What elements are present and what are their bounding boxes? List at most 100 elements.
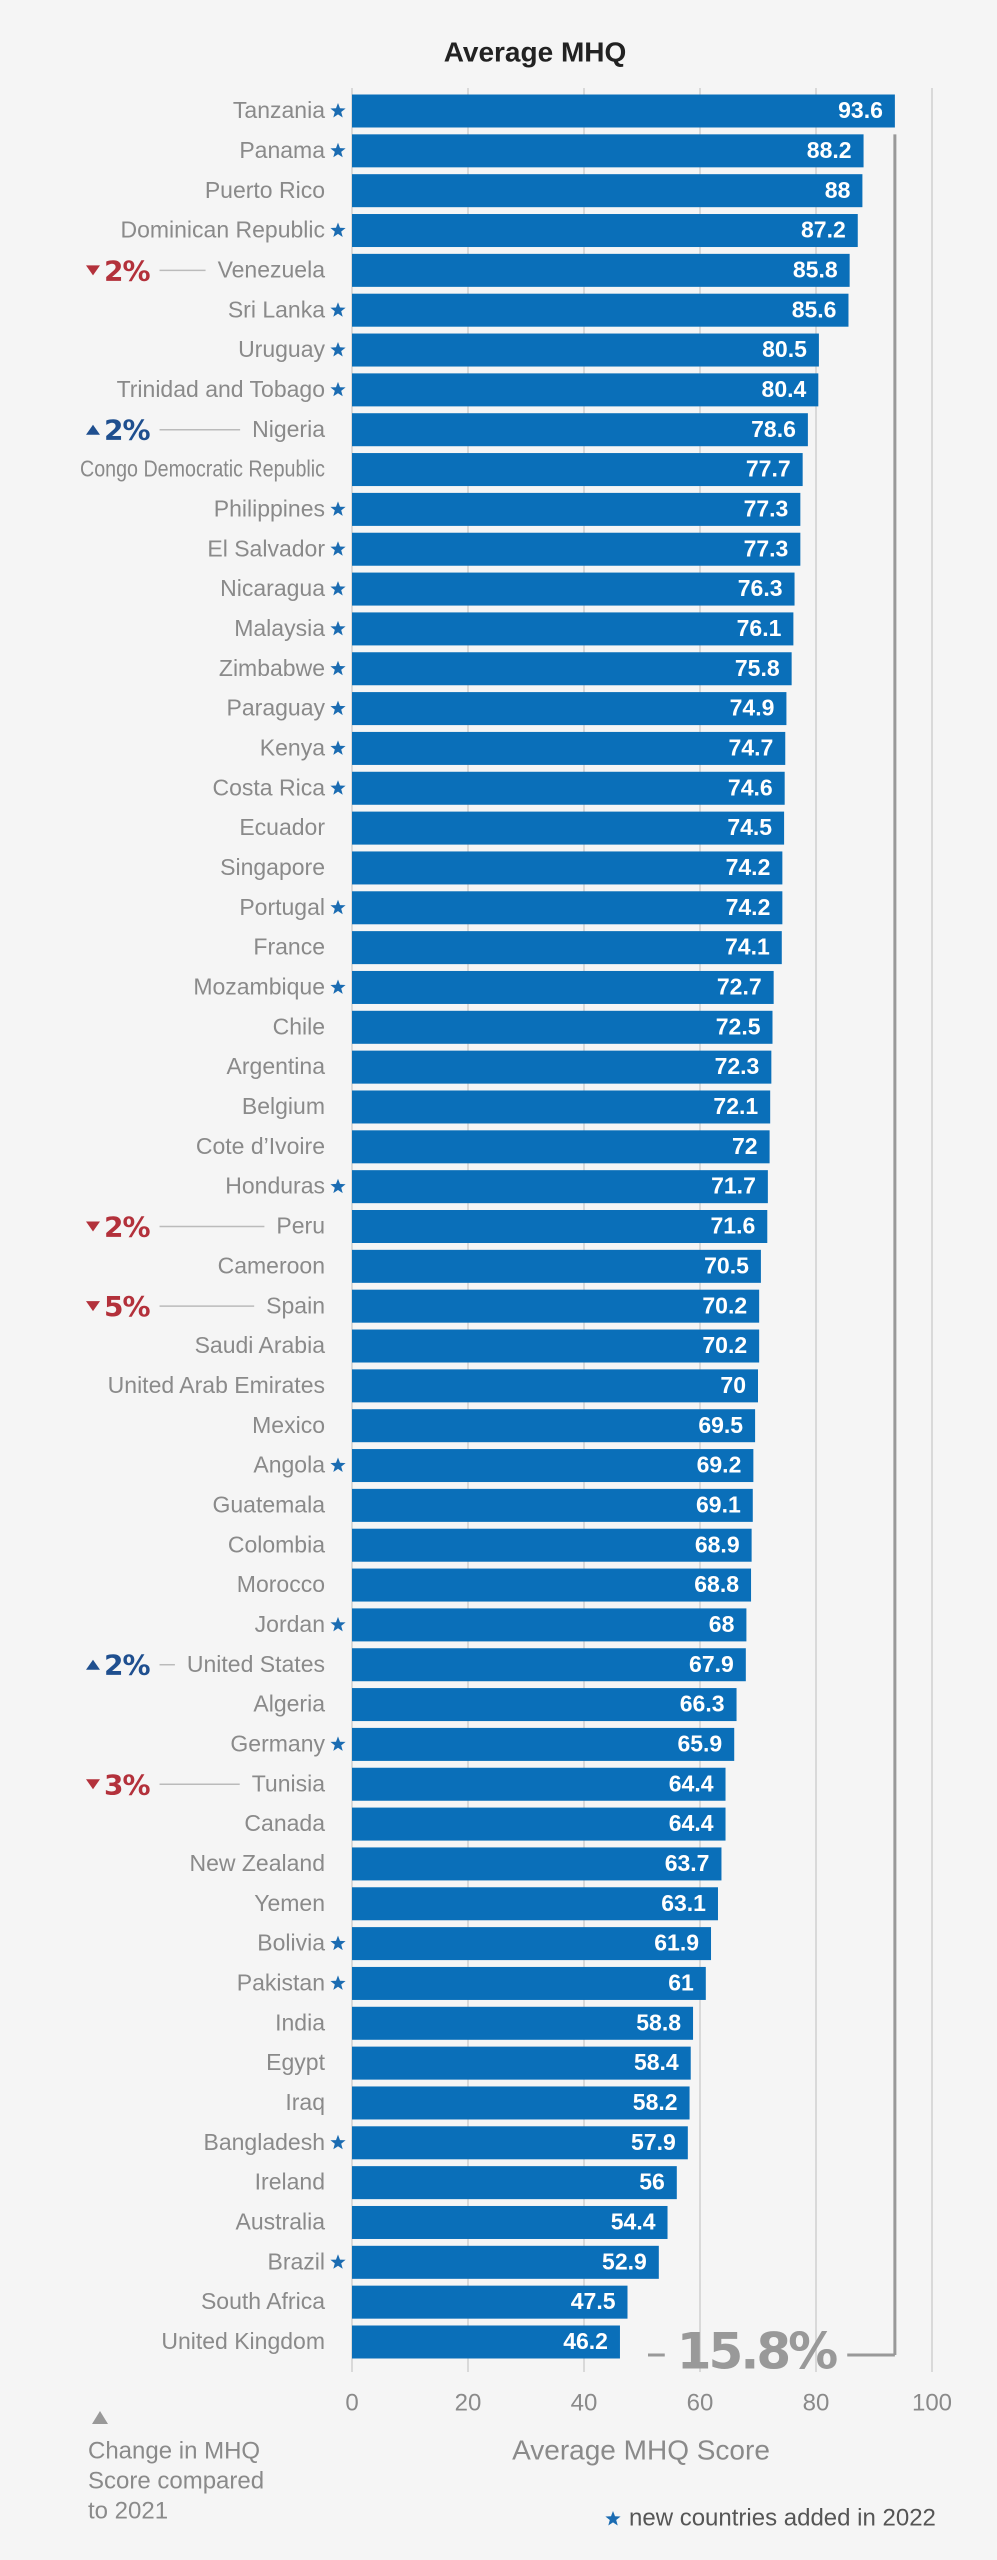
change-arrow	[86, 1779, 100, 1790]
change-label: 2%	[104, 414, 150, 447]
category-label: Philippines	[214, 495, 325, 521]
bar	[352, 373, 819, 407]
category-label: Argentina	[227, 1053, 326, 1079]
category-label: Saudi Arabia	[195, 1332, 326, 1358]
bar	[352, 572, 795, 606]
category-label: Canada	[244, 1810, 325, 1836]
x-tick-label: 20	[455, 2389, 482, 2416]
value-label: 58.2	[633, 2089, 678, 2115]
new-country-star	[330, 780, 346, 795]
footnote: new countries added in 2022	[629, 2504, 936, 2531]
new-country-star	[330, 541, 346, 556]
bar	[352, 333, 819, 367]
bar	[352, 2245, 659, 2279]
value-label: 65.9	[677, 1730, 722, 1756]
bar	[352, 253, 850, 287]
bar	[352, 1170, 768, 1204]
category-label: Chile	[273, 1013, 325, 1039]
new-country-star	[330, 1457, 346, 1472]
category-label: Colombia	[228, 1531, 325, 1557]
legend-text: Change in MHQ	[88, 2437, 260, 2464]
value-label: 46.2	[563, 2328, 608, 2354]
change-label: 2%	[104, 1649, 150, 1682]
bar	[352, 1329, 760, 1363]
change-arrow	[86, 1221, 100, 1232]
value-label: 71.7	[711, 1173, 756, 1199]
bar	[352, 453, 803, 487]
bar	[352, 2046, 691, 2080]
x-tick-label: 100	[912, 2389, 952, 2416]
category-label: Egypt	[266, 2049, 325, 2075]
bar	[352, 1409, 756, 1443]
bar	[352, 731, 786, 765]
new-country-star	[605, 2511, 621, 2526]
value-label: 61	[668, 1970, 694, 1996]
category-label: United States	[187, 1651, 325, 1677]
bar	[352, 1767, 726, 1801]
value-label: 77.3	[744, 495, 789, 521]
new-country-star	[330, 222, 346, 237]
value-label: 72.1	[713, 1093, 758, 1119]
bar	[352, 1927, 712, 1961]
category-label: Portugal	[239, 894, 325, 920]
x-tick-label: 60	[687, 2389, 714, 2416]
value-label: 58.8	[636, 2009, 681, 2035]
bar	[352, 2325, 620, 2359]
bar	[352, 1727, 735, 1761]
bar	[352, 692, 787, 726]
value-label: 61.9	[654, 1930, 699, 1956]
category-label: Guatemala	[212, 1491, 325, 1517]
value-label: 70.2	[702, 1332, 747, 1358]
category-label: Puerto Rico	[205, 177, 325, 203]
bar	[352, 1050, 772, 1084]
bar	[352, 931, 782, 965]
legend-text: Score compared	[88, 2467, 264, 2494]
value-label: 72.3	[715, 1053, 760, 1079]
category-label: Ireland	[255, 2169, 325, 2195]
bar	[352, 1010, 773, 1044]
bar	[352, 1488, 753, 1522]
value-label: 74.2	[726, 854, 771, 880]
bar	[352, 771, 785, 805]
category-label: Algeria	[253, 1691, 325, 1717]
value-label: 69.5	[698, 1412, 743, 1438]
new-country-star	[330, 660, 346, 676]
legend-arrow	[92, 2411, 108, 2424]
bar	[352, 2205, 668, 2239]
new-country-star	[330, 979, 346, 994]
category-label: El Salvador	[207, 535, 325, 561]
bar	[352, 1608, 747, 1642]
x-tick-label: 80	[803, 2389, 830, 2416]
category-label: Trinidad and Tobago	[117, 376, 325, 402]
category-label: New Zealand	[189, 1850, 325, 1876]
bar	[352, 1528, 752, 1562]
value-label: 63.7	[665, 1850, 710, 1876]
change-label: 2%	[104, 254, 150, 287]
new-country-star	[330, 302, 346, 317]
category-label: Peru	[276, 1213, 325, 1239]
new-country-star	[330, 740, 346, 755]
x-axis-title: Average MHQ Score	[512, 2434, 770, 2465]
new-country-star	[330, 581, 346, 596]
category-label: Germany	[230, 1730, 325, 1756]
category-label: Costa Rica	[213, 774, 326, 800]
bar	[352, 1289, 760, 1323]
value-label: 85.8	[793, 256, 838, 282]
category-label: Spain	[266, 1292, 325, 1318]
bar	[352, 1648, 746, 1682]
value-label: 74.7	[728, 735, 773, 761]
value-label: 67.9	[689, 1651, 734, 1677]
value-label: 87.2	[801, 217, 846, 243]
category-label: Cote d’Ivoire	[196, 1133, 325, 1159]
new-country-star	[330, 142, 346, 158]
category-label: Uruguay	[238, 336, 325, 362]
category-label: Dominican Republic	[120, 217, 325, 243]
new-country-star	[330, 1975, 346, 1990]
category-label: Bangladesh	[204, 2129, 326, 2155]
value-label: 57.9	[631, 2129, 676, 2155]
category-label: Belgium	[242, 1093, 325, 1119]
value-label: 68	[709, 1611, 735, 1637]
value-label: 68.9	[695, 1531, 740, 1557]
x-tick-label: 40	[571, 2389, 598, 2416]
bar	[352, 214, 858, 248]
